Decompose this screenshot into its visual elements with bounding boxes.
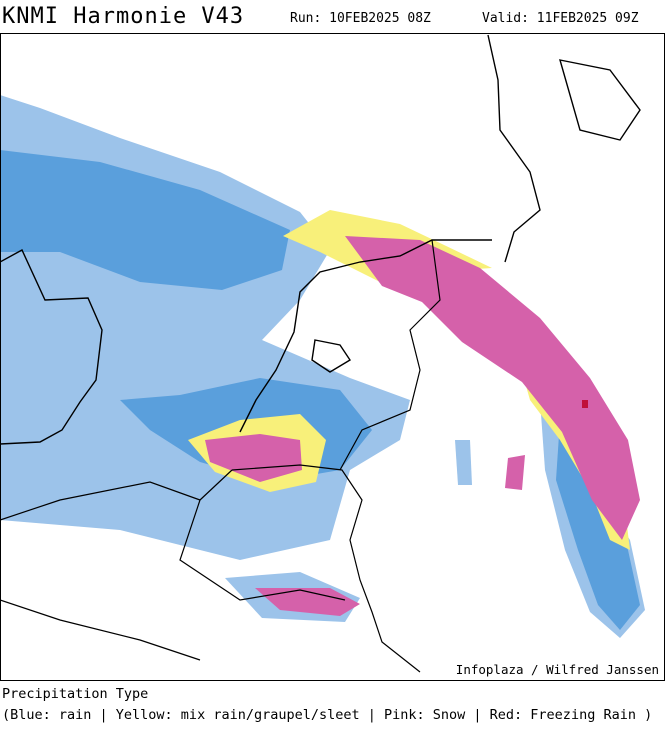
precipitation-map <box>0 33 665 681</box>
map-title: KNMI Harmonie V43 <box>2 4 245 29</box>
coastlines <box>0 34 641 445</box>
map-credit: Infoplaza / Wilfred Janssen <box>455 662 659 677</box>
borders <box>0 239 441 673</box>
snow <box>205 236 640 616</box>
legend-title: Precipitation Type <box>2 686 149 702</box>
legend-text: (Blue: rain | Yellow: mix rain/graupel/s… <box>2 707 653 723</box>
freezing-rain <box>582 400 588 408</box>
valid-time: Valid: 11FEB2025 09Z <box>482 11 639 26</box>
run-time: Run: 10FEB2025 08Z <box>290 11 431 26</box>
